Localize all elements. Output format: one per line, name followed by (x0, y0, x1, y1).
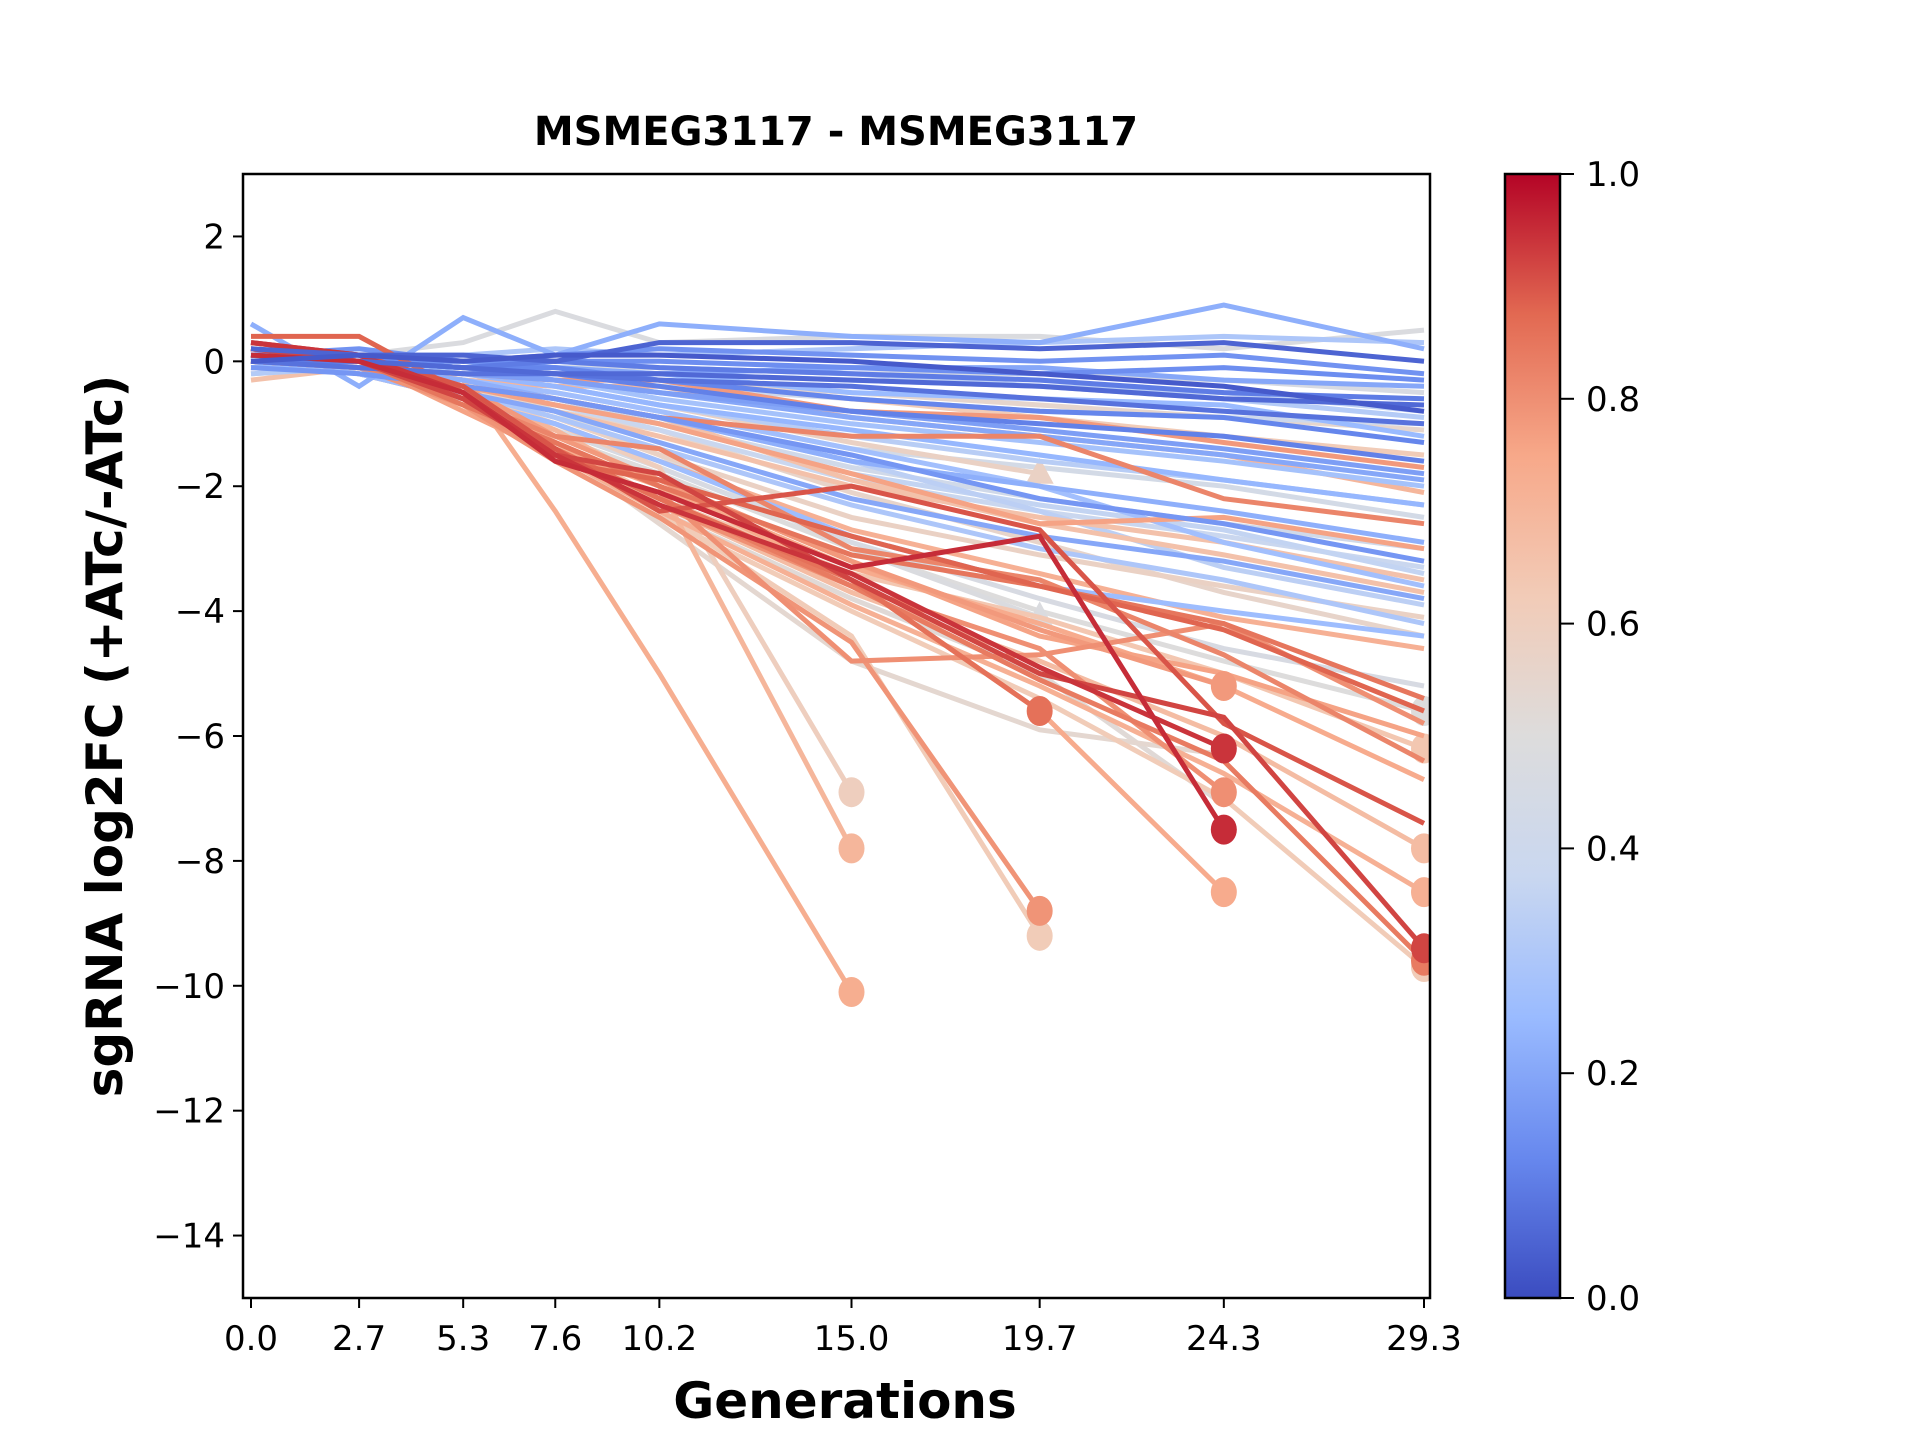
x-axis-label: Generations (673, 1372, 1017, 1430)
series-end-marker (1026, 895, 1053, 926)
x-tick-label: 7.6 (528, 1319, 582, 1359)
series-end-marker (1410, 933, 1430, 964)
x-tick-label: 5.3 (436, 1319, 490, 1359)
series-end-marker (838, 777, 865, 808)
colorbar-tick-label: 0.6 (1586, 605, 1640, 645)
series-end-marker (1410, 833, 1430, 864)
series-line-group (250, 352, 1237, 845)
y-tick-label: −10 (153, 967, 225, 1007)
y-tick-label: −8 (175, 842, 225, 882)
series-end-marker (1026, 696, 1053, 727)
y-axis-label: sgRNA log2FC (+ATc/-ATc) (76, 375, 134, 1098)
series-end-marker (838, 833, 865, 864)
series-layer (249, 302, 1430, 1008)
x-axis: 0.0 2.7 5.3 7.6 10.2 15.0 19.7 24.3 29.3 (224, 1298, 1462, 1359)
series-end-marker (1210, 777, 1237, 808)
series-line-group (250, 352, 1425, 414)
series-line-group (250, 352, 1425, 408)
series-end-marker (1025, 457, 1054, 484)
series-line (250, 352, 1425, 408)
series-end-marker (1210, 733, 1237, 764)
series-end-marker (1210, 877, 1237, 908)
y-tick-label: 0 (203, 342, 225, 382)
series-line (250, 352, 1425, 414)
y-tick-label: −2 (175, 467, 225, 507)
series-end-marker (1210, 814, 1237, 845)
series-end-marker (1410, 877, 1430, 908)
y-tick-label: −12 (153, 1092, 225, 1132)
x-tick-label: 2.7 (332, 1319, 386, 1359)
x-tick-label: 29.3 (1386, 1319, 1462, 1359)
y-tick-label: −4 (175, 592, 225, 632)
series-line (250, 352, 1226, 832)
colorbar-tick-label: 0.8 (1586, 380, 1640, 420)
x-tick-label: 10.2 (621, 1319, 697, 1359)
series-end-marker (838, 977, 865, 1008)
y-axis: 2 0 −2 −4 −6 −8 −10 −12 −14 (153, 217, 243, 1257)
colorbar-tick-label: 0.2 (1586, 1054, 1640, 1094)
y-tick-label: −6 (175, 717, 225, 757)
colorbar (1503, 172, 1562, 1300)
x-tick-label: 0.0 (224, 1319, 278, 1359)
x-tick-label: 24.3 (1186, 1319, 1262, 1359)
chart-title: MSMEG3117 - MSMEG3117 (534, 109, 1138, 155)
series-end-marker (1026, 920, 1053, 951)
y-tick-label: 2 (203, 217, 225, 257)
series-end-marker (1210, 671, 1237, 702)
x-tick-label: 19.7 (1002, 1319, 1078, 1359)
colorbar-tick-label: 0.0 (1586, 1279, 1640, 1319)
colorbar-tick-label: 1.0 (1586, 155, 1640, 195)
x-tick-label: 15.0 (814, 1319, 890, 1359)
y-tick-label: −14 (153, 1217, 225, 1257)
colorbar-tick-label: 0.4 (1586, 829, 1640, 869)
colorbar-axis: 0.0 0.2 0.4 0.6 0.8 1.0 (1560, 155, 1640, 1319)
